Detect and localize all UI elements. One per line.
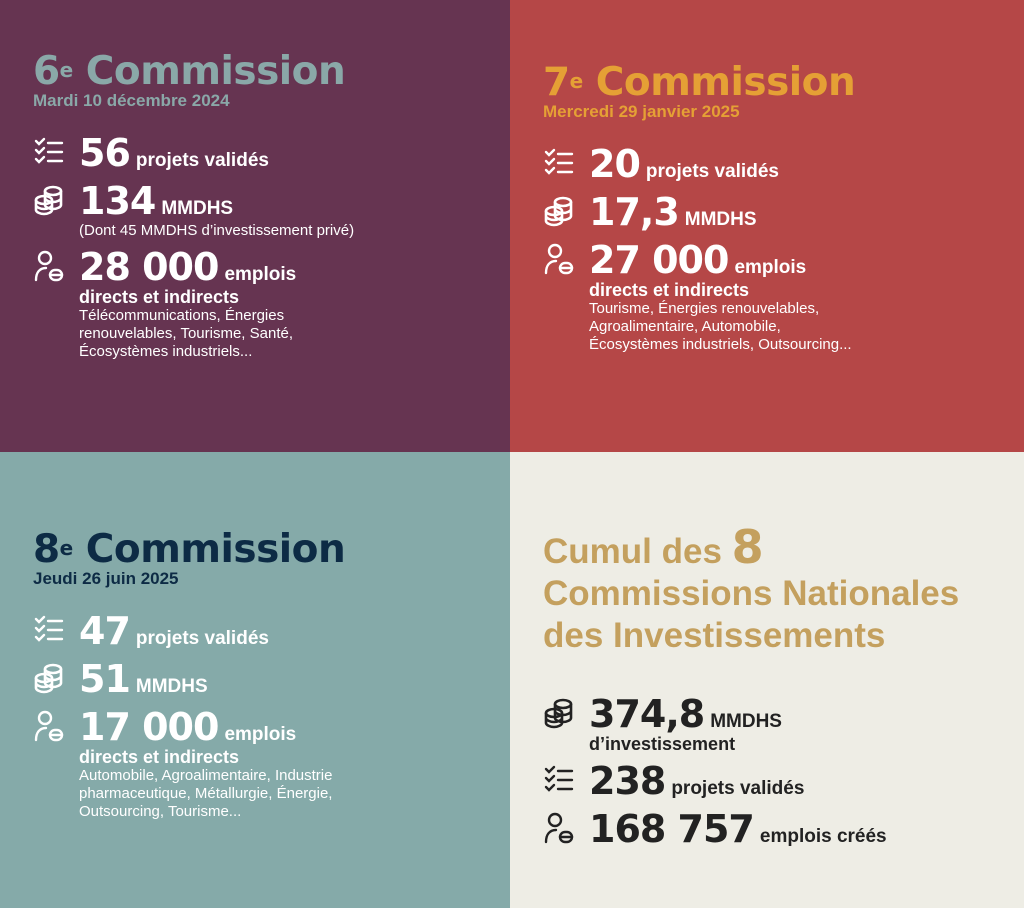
cumulative-panel: Cumul des 8 Commissions Nationales des I… bbox=[510, 452, 1024, 908]
commission-7-title: 7e Commission bbox=[543, 60, 856, 105]
sectors: Télécommunications, Énergies renouvelabl… bbox=[79, 307, 294, 360]
investment-stat: 134 MMDHS (Dont 45 MMDHS d’investissement… bbox=[33, 180, 369, 240]
projects-stat: 238 projets validés bbox=[543, 760, 959, 802]
projects-stat: 47 projets validés bbox=[33, 610, 379, 652]
investment-stat: 17,3 MMDHS bbox=[543, 191, 859, 233]
checklist-icon bbox=[543, 764, 579, 800]
employee-icon bbox=[33, 710, 69, 746]
commission-8-panel: 8e Commission Jeudi 26 juin 2025 47 proje… bbox=[0, 452, 510, 908]
projects-stat: 56 projets validés bbox=[33, 132, 369, 174]
cumulative-title: Cumul des 8 Commissions Nationales des I… bbox=[543, 520, 960, 655]
checklist-icon bbox=[33, 614, 69, 650]
checklist-icon bbox=[33, 136, 69, 172]
jobs-stat: 28 000 emplois directs et indirects Téléc… bbox=[33, 246, 369, 361]
employee-icon bbox=[33, 250, 69, 286]
commission-8-title: 8e Commission bbox=[33, 527, 346, 572]
commission-6-title: 6e Commission bbox=[33, 49, 346, 94]
commission-6-panel: 6e Commission Mardi 10 décembre 2024 56 p… bbox=[0, 0, 510, 452]
coins-icon bbox=[543, 195, 579, 231]
commission-8-date: Jeudi 26 juin 2025 bbox=[33, 569, 179, 588]
jobs-stat: 17 000 emplois directs et indirects Autom… bbox=[33, 706, 379, 821]
sectors: Tourisme, Énergies renouvelables, Agroal… bbox=[589, 300, 852, 353]
investment-stat: 51 MMDHS bbox=[33, 658, 379, 700]
jobs-stat: 27 000 emplois directs et indirects Touri… bbox=[543, 239, 859, 354]
coins-icon bbox=[543, 697, 579, 733]
projects-stat: 20 projets validés bbox=[543, 143, 859, 185]
checklist-icon bbox=[543, 147, 579, 183]
jobs-stat: 168 757 emplois créés bbox=[543, 808, 959, 850]
employee-icon bbox=[543, 243, 579, 279]
investment-note: (Dont 45 MMDHS d’investissement privé) bbox=[79, 222, 355, 239]
commission-6-date: Mardi 10 décembre 2024 bbox=[33, 91, 230, 110]
commission-7-panel: 7e Commission Mercredi 29 janvier 2025 2… bbox=[510, 0, 1024, 452]
sectors: Automobile, Agroalimentaire, Industrie p… bbox=[79, 767, 333, 820]
employee-icon bbox=[543, 812, 579, 848]
coins-icon bbox=[33, 662, 69, 698]
investment-stat: 374,8 MMDHS d’investissement bbox=[543, 693, 959, 754]
coins-icon bbox=[33, 184, 69, 220]
commission-7-date: Mercredi 29 janvier 2025 bbox=[543, 102, 740, 121]
